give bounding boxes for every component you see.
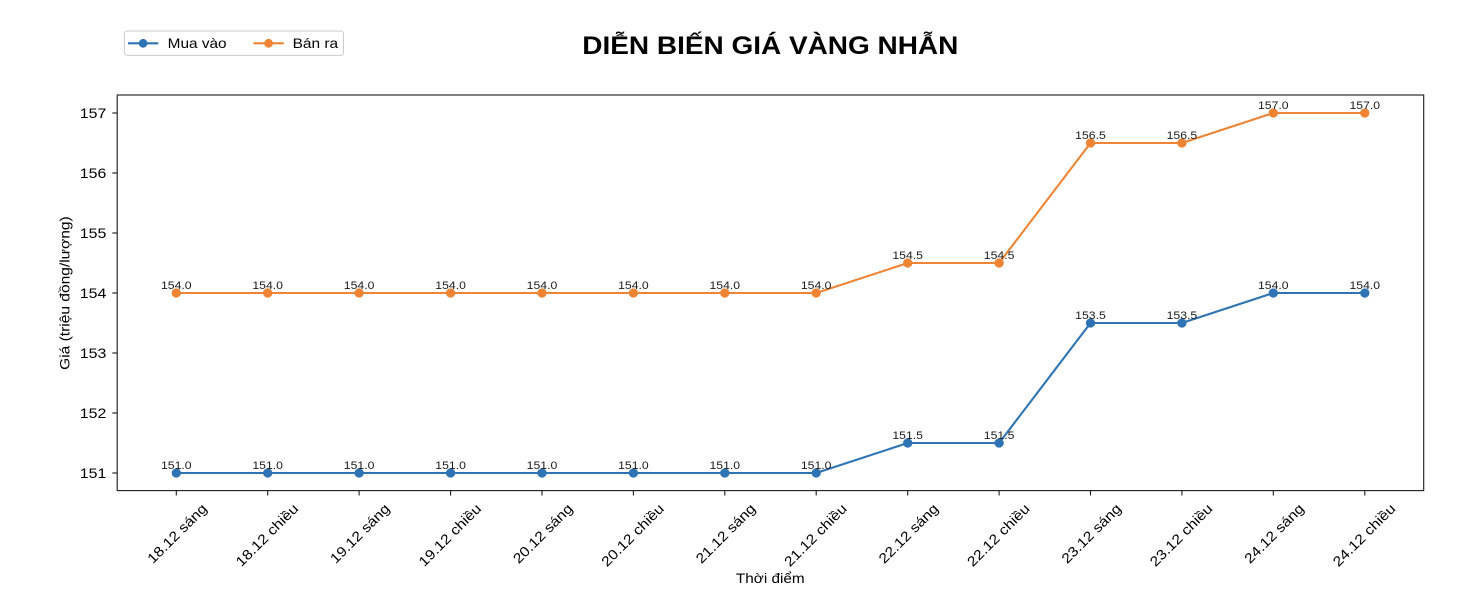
svg-text:154.0: 154.0 <box>527 280 558 292</box>
svg-text:154.0: 154.0 <box>252 280 283 292</box>
svg-text:152: 152 <box>80 405 107 421</box>
svg-text:Giá (triệu đồng/lượng): Giá (triệu đồng/lượng) <box>57 216 73 370</box>
svg-text:156.5: 156.5 <box>1167 130 1198 142</box>
svg-text:154.0: 154.0 <box>801 280 832 292</box>
svg-text:154.0: 154.0 <box>161 280 192 292</box>
svg-text:151.0: 151.0 <box>710 460 741 472</box>
svg-text:156: 156 <box>80 165 107 181</box>
svg-text:154.0: 154.0 <box>435 280 466 292</box>
svg-text:154.0: 154.0 <box>618 280 649 292</box>
svg-text:154.5: 154.5 <box>984 250 1015 262</box>
svg-text:151.0: 151.0 <box>527 460 558 472</box>
svg-text:156.5: 156.5 <box>1075 130 1106 142</box>
svg-text:154.0: 154.0 <box>344 280 375 292</box>
svg-text:151.0: 151.0 <box>344 460 375 472</box>
svg-text:Bán ra: Bán ra <box>293 35 339 51</box>
svg-text:DIỄN BIẾN GIÁ VÀNG NHẪN: DIỄN BIẾN GIÁ VÀNG NHẪN <box>582 30 958 60</box>
svg-text:151: 151 <box>80 465 107 481</box>
svg-text:151.0: 151.0 <box>161 460 192 472</box>
svg-text:153.5: 153.5 <box>1075 310 1106 322</box>
svg-text:154.5: 154.5 <box>892 250 923 262</box>
svg-text:157.0: 157.0 <box>1258 100 1289 112</box>
svg-text:154: 154 <box>80 285 107 301</box>
svg-text:151.5: 151.5 <box>984 430 1015 442</box>
svg-text:157: 157 <box>80 105 107 121</box>
svg-text:151.0: 151.0 <box>801 460 832 472</box>
svg-text:154.0: 154.0 <box>1350 280 1381 292</box>
svg-text:Thời điểm: Thời điểm <box>736 570 805 586</box>
svg-text:157.0: 157.0 <box>1350 100 1381 112</box>
svg-text:151.0: 151.0 <box>435 460 466 472</box>
svg-text:154.0: 154.0 <box>1258 280 1289 292</box>
svg-text:153: 153 <box>80 345 107 361</box>
svg-text:151.0: 151.0 <box>618 460 649 472</box>
svg-text:154.0: 154.0 <box>710 280 741 292</box>
svg-text:153.5: 153.5 <box>1167 310 1198 322</box>
svg-text:Mua vào: Mua vào <box>168 35 227 51</box>
svg-text:151.0: 151.0 <box>252 460 283 472</box>
svg-text:151.5: 151.5 <box>892 430 923 442</box>
svg-text:155: 155 <box>80 225 107 241</box>
